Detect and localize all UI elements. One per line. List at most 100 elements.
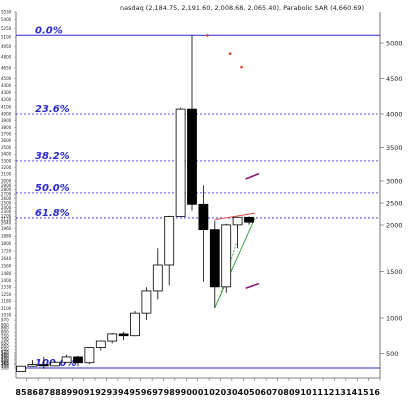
left-tick-label: 2400 bbox=[1, 205, 12, 210]
plot-frame bbox=[15, 12, 381, 379]
left-tick-label: 360 bbox=[1, 361, 9, 366]
candle-body bbox=[84, 347, 95, 364]
left-tick-label: 300 bbox=[1, 365, 9, 370]
x-tick-label: 96 bbox=[141, 388, 153, 397]
left-tick-label: 5400 bbox=[1, 17, 12, 22]
sar-dot bbox=[206, 34, 209, 37]
right-tick-label: 500 bbox=[386, 350, 398, 358]
x-tick-label: 95 bbox=[129, 388, 141, 397]
candle-body bbox=[209, 229, 220, 288]
left-tick-label: 370 bbox=[1, 360, 9, 365]
x-tick-label: 03 bbox=[221, 388, 232, 397]
x-tick-label: 06 bbox=[255, 388, 267, 397]
x-tick-label: 85 bbox=[15, 388, 27, 397]
x-tick-label: 99 bbox=[175, 388, 187, 397]
left-tick-label: 1100 bbox=[1, 306, 12, 311]
left-tick-label: 3500 bbox=[1, 145, 12, 150]
x-tick-label: 10 bbox=[300, 388, 312, 397]
candle-body bbox=[152, 264, 163, 292]
left-tick-label: 3800 bbox=[1, 125, 12, 130]
x-tick-label: 87 bbox=[38, 388, 49, 397]
left-axis: 3003303503603704004204404604805005205606… bbox=[1, 9, 16, 370]
fib-level-label: 61.8% bbox=[35, 208, 70, 219]
left-tick-label: 4400 bbox=[1, 83, 12, 88]
x-tick-label: 91 bbox=[84, 388, 96, 397]
candle-body bbox=[141, 290, 152, 314]
left-tick-label: 2600 bbox=[1, 196, 12, 201]
left-tick-label: 1180 bbox=[1, 299, 12, 304]
left-tick-label: 3000 bbox=[1, 178, 12, 183]
right-axis: 500 1000 1500 2000 2500 3000 3500 4000 4500 5000 bbox=[380, 39, 403, 358]
left-tick-label: 2500 bbox=[1, 200, 12, 205]
x-tick-label: 90 bbox=[72, 388, 84, 397]
x-tick-label: 12 bbox=[323, 388, 334, 397]
right-tick-label: 3500 bbox=[386, 144, 403, 152]
candle-body bbox=[198, 203, 209, 231]
left-tick-label: 5530 bbox=[1, 9, 12, 14]
fib-level-label: 50.0% bbox=[35, 183, 70, 194]
left-tick-label: 1720 bbox=[1, 248, 12, 253]
right-tick-label: 4500 bbox=[386, 75, 403, 83]
left-tick-label: 2300 bbox=[1, 209, 12, 214]
candle-body bbox=[130, 312, 140, 337]
left-tick-label: 400 bbox=[1, 358, 9, 363]
x-tick-label: 98 bbox=[164, 388, 176, 397]
left-tick-label: 3600 bbox=[1, 138, 12, 143]
candle-body bbox=[95, 340, 106, 348]
right-tick-label: 4000 bbox=[386, 110, 403, 118]
candle-body bbox=[175, 108, 186, 217]
left-tick-label: 1330 bbox=[1, 285, 12, 290]
x-tick-label: 15 bbox=[357, 388, 369, 397]
x-tick-label: 14 bbox=[346, 388, 358, 397]
left-tick-label: 2700 bbox=[1, 192, 12, 197]
candle-body bbox=[16, 365, 26, 372]
left-tick-label: 330 bbox=[1, 363, 9, 368]
x-tick-label: 08 bbox=[278, 388, 290, 397]
candle-body bbox=[61, 356, 72, 363]
candle-body bbox=[107, 333, 118, 342]
left-tick-label: 3200 bbox=[1, 165, 12, 170]
marker-upper bbox=[245, 172, 260, 180]
left-tick-label: 560 bbox=[1, 347, 9, 352]
left-tick-label: 5100 bbox=[1, 35, 12, 40]
right-tick-label: 1000 bbox=[386, 314, 403, 322]
left-tick-label: 460 bbox=[1, 354, 9, 359]
x-tick-label: 02 bbox=[209, 388, 220, 397]
left-tick-label: 1250 bbox=[1, 292, 12, 297]
left-tick-label: 2120 bbox=[1, 217, 12, 222]
left-tick-label: 4300 bbox=[1, 90, 12, 95]
candle-body bbox=[187, 108, 197, 205]
chart-title: nasdaq (2,184.75, 2,191.60, 2,008.68, 2,… bbox=[120, 4, 364, 12]
x-tick-label: 01 bbox=[198, 388, 210, 397]
left-tick-label: 2900 bbox=[1, 183, 12, 188]
left-tick-label: 1400 bbox=[1, 278, 12, 283]
left-tick-label: 480 bbox=[1, 353, 9, 358]
x-tick-label: 05 bbox=[243, 388, 255, 397]
left-tick-label: 970 bbox=[1, 318, 9, 323]
left-tick-label: 3100 bbox=[1, 172, 12, 177]
x-tick-label: 92 bbox=[95, 388, 106, 397]
left-tick-label: 860 bbox=[1, 325, 9, 330]
left-tick-label: 4950 bbox=[1, 44, 12, 49]
trend-line-resistance bbox=[214, 212, 256, 221]
candle-body bbox=[27, 364, 38, 367]
candle-body bbox=[221, 224, 232, 288]
left-tick-label: 900 bbox=[1, 323, 9, 328]
x-tick-label: 94 bbox=[118, 388, 130, 397]
left-tick-label: 1560 bbox=[1, 263, 12, 268]
left-tick-label: 1030 bbox=[1, 313, 12, 318]
candles bbox=[16, 35, 254, 372]
sar-dot bbox=[228, 52, 232, 55]
parabolic-sar bbox=[206, 34, 243, 69]
left-tick-label: 750 bbox=[1, 333, 9, 338]
left-tick-label: 2200 bbox=[1, 214, 12, 219]
candle-body bbox=[232, 216, 243, 226]
candle-body bbox=[38, 364, 49, 367]
left-tick-label: 4500 bbox=[1, 76, 12, 81]
left-tick-label: 4200 bbox=[1, 97, 12, 102]
x-tick-label: 93 bbox=[107, 388, 118, 397]
left-tick-label: 1960 bbox=[1, 226, 12, 231]
left-tick-label: 500 bbox=[1, 351, 9, 356]
